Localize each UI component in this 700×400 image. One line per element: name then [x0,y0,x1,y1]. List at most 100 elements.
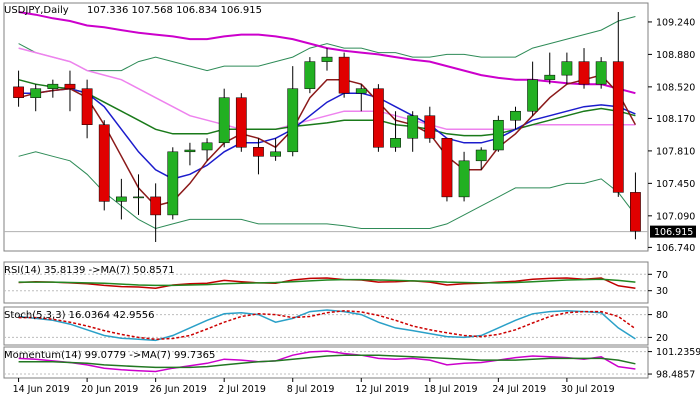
candle[interactable] [407,111,419,152]
candle[interactable] [64,70,76,112]
candle[interactable] [184,142,196,166]
price-tick-label: 107.450 [656,179,695,190]
stoch-frame [3,306,649,346]
candles[interactable] [13,12,641,242]
current-price-label: 106.915 [654,227,693,238]
rsi-title: RSI(14) 35.8139 ->MA(7) 50.8571 [4,265,175,276]
candle[interactable] [475,147,487,170]
bollinger-upper-line [18,16,636,72]
candle[interactable] [544,52,556,85]
candle-body-up [201,142,213,151]
candle[interactable] [578,48,590,89]
candle-body-up [475,149,487,162]
candle-body-up [321,56,333,62]
rsi-tick-label: 70 [656,270,668,281]
candle[interactable] [235,93,247,152]
candle[interactable] [458,151,470,202]
candle[interactable] [321,48,333,71]
candle[interactable] [355,84,367,112]
candle[interactable] [218,88,230,148]
candle-body-up [218,97,230,144]
panel-frames [3,2,649,379]
candle[interactable] [424,106,436,143]
x-tick-label: 8 Jul 2019 [287,384,335,395]
candle[interactable] [561,52,573,85]
candle[interactable] [612,12,624,197]
price-tick-label: 108.880 [656,50,695,61]
x-tick-label: 2 Jul 2019 [218,384,266,395]
candle-body-up [184,149,196,153]
candle[interactable] [133,174,144,215]
candle-body-up [527,79,539,112]
momentum-line-0 [18,350,636,373]
candle[interactable] [167,147,179,220]
candle[interactable] [270,138,281,161]
candle[interactable] [373,84,384,152]
rsi-line-1 [18,278,636,287]
candle[interactable] [441,138,453,202]
candle-body-up [561,61,573,76]
candle-body-up [510,110,521,121]
momentum-tick-label: 101.2359 [656,347,700,358]
axis-labels: 109.240 108.880 108.520 108.170 107.810 107.4… [13,17,700,395]
price-overlays [18,11,637,230]
candle[interactable] [201,138,213,161]
bollinger-lower-line [18,151,636,230]
candle[interactable] [150,183,162,242]
candle[interactable] [287,66,299,157]
current-price-box [650,225,696,238]
stoch-tick-label: 20 [656,333,668,344]
candle-body-up [390,138,401,148]
ohlc-readout: 107.336 107.568 106.834 106.915 [87,5,262,16]
candle[interactable] [81,79,93,139]
candle-body-down [235,97,247,148]
candle-body-up [492,119,504,151]
candle-body-down [441,138,453,198]
indicator-lines [18,277,636,373]
candle[interactable] [98,120,110,211]
ma-blue-line [18,87,636,180]
candle-body-down [373,88,384,148]
rsi-line-0 [18,277,636,289]
candle[interactable] [527,61,539,116]
candle-body-up [167,151,179,216]
candle[interactable] [390,111,401,152]
x-tick-label: 24 Jul 2019 [492,384,546,395]
candle[interactable] [13,70,24,107]
candle[interactable] [510,106,521,130]
candle[interactable] [492,115,504,152]
candle[interactable] [338,52,350,98]
mom-frame [3,346,649,379]
candle[interactable] [595,57,607,89]
candle-body-up [407,115,419,139]
x-tick-label: 18 Jul 2019 [424,384,478,395]
rsi-frame [3,261,649,304]
candle[interactable] [115,178,127,220]
candle[interactable] [253,138,264,175]
candle-body-up [133,196,144,199]
price-tick-label: 106.740 [656,243,695,254]
candle-body-up [595,61,607,85]
ma-darkred-line [18,74,637,207]
candle[interactable] [630,172,641,240]
candle[interactable] [30,84,42,112]
candle-body-down [338,56,350,94]
stoch-line-1 [18,310,636,341]
candle-body-up [544,74,556,80]
price-tick-label: 108.520 [656,82,695,93]
candle-body-up [270,151,281,157]
candle[interactable] [304,57,316,94]
chart-title: USDJPY,Daily [4,5,69,16]
candle-body-down [81,88,93,125]
candle-body-down [630,192,641,232]
candle-body-down [64,83,76,89]
ma-green-line [18,78,636,137]
candle-body-down [424,115,436,139]
candle-body-up [47,83,59,89]
candle-body-up [287,88,299,153]
candle[interactable] [47,79,59,98]
candle-body-down [13,86,24,98]
stoch-title: Stoch(5,3,3) 16.0364 42.9556 [4,310,155,321]
